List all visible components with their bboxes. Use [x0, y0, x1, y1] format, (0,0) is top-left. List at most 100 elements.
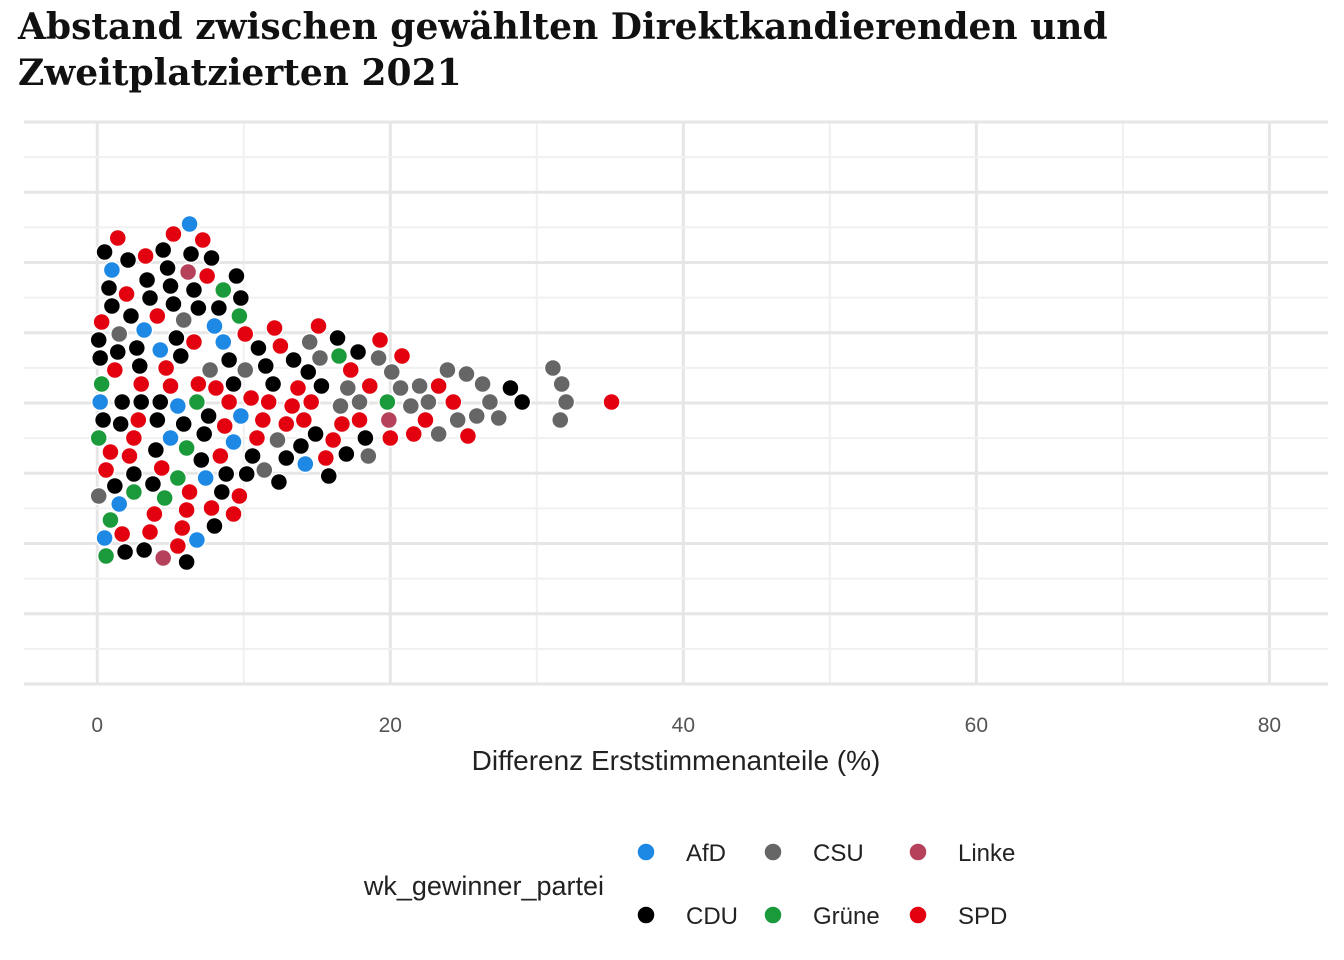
data-point-cdu: [243, 446, 262, 466]
x-tick-label: 60: [965, 714, 988, 737]
data-point-cdu: [269, 472, 289, 492]
data-point-cdu: [95, 242, 114, 262]
data-point-spd: [211, 446, 230, 466]
data-point-spd: [381, 428, 400, 448]
data-point-spd: [235, 324, 255, 344]
data-point-cdu: [205, 516, 224, 536]
data-point-grüne: [124, 482, 144, 502]
data-point-cdu: [164, 294, 183, 314]
data-point-spd: [145, 504, 164, 524]
data-point-cdu: [118, 250, 138, 270]
data-point-spd: [96, 460, 116, 480]
data-point-cdu: [167, 328, 186, 348]
data-point-afd: [134, 320, 154, 340]
grid-lines: [24, 120, 1328, 686]
data-point-cdu: [337, 444, 356, 464]
data-point-cdu: [231, 288, 251, 308]
x-tick-label: 80: [1258, 714, 1281, 737]
data-point-cdu: [171, 346, 191, 366]
data-point-grüne: [101, 510, 120, 530]
data-point-cdu: [181, 244, 201, 264]
data-point-spd: [444, 392, 463, 412]
data-point-cdu: [89, 330, 108, 350]
data-point-csu: [552, 374, 571, 394]
data-point-grüne: [187, 392, 207, 412]
data-point-spd: [189, 374, 208, 394]
x-tick-label: 40: [672, 714, 695, 737]
data-point-cdu: [153, 240, 173, 260]
data-point-cdu: [312, 376, 331, 396]
data-point-cdu: [216, 464, 236, 484]
data-point-csu: [438, 360, 457, 380]
data-point-spd: [120, 446, 139, 466]
legend-label-afd: AfD: [686, 840, 726, 867]
data-point-grüne: [89, 428, 108, 448]
data-point-spd: [215, 416, 234, 436]
data-point-csu: [300, 332, 319, 352]
data-point-spd: [350, 410, 369, 430]
data-point-spd: [124, 428, 144, 448]
data-point-cdu: [328, 328, 347, 348]
data-point-spd: [265, 318, 284, 338]
data-point-cdu: [249, 338, 268, 358]
data-point-spd: [429, 376, 448, 396]
data-point-cdu: [143, 474, 163, 494]
data-point-cdu: [256, 356, 276, 376]
data-point-afd: [95, 528, 114, 548]
data-point-afd: [151, 340, 170, 360]
data-point-csu: [556, 392, 576, 412]
x-tick-label: 0: [91, 714, 103, 737]
data-point-cdu: [99, 278, 119, 298]
data-point-cdu: [298, 362, 318, 382]
data-point-spd: [152, 458, 171, 478]
data-point-spd: [253, 410, 273, 430]
data-point-cdu: [319, 466, 339, 486]
data-point-cdu: [512, 392, 532, 412]
data-point-spd: [129, 410, 148, 430]
data-point-cdu: [112, 392, 132, 412]
data-point-csu: [410, 376, 429, 396]
data-point-cdu: [348, 342, 368, 362]
data-point-cdu: [140, 288, 160, 308]
data-point-csu: [235, 360, 255, 380]
data-point-csu: [480, 392, 500, 412]
data-point-cdu: [199, 406, 218, 426]
data-point-afd: [168, 396, 188, 416]
legend: wk_gewinner_partei AfD CSU Linke CDU Grüne SP…: [363, 840, 1016, 930]
data-points: [89, 214, 621, 572]
data-point-cdu: [137, 270, 157, 290]
data-point-spd: [202, 498, 221, 518]
data-point-afd: [231, 406, 251, 426]
data-point-spd: [197, 266, 217, 286]
data-point-cdu: [124, 464, 144, 484]
data-point-cdu: [146, 440, 166, 460]
data-point-spd: [117, 284, 136, 304]
legend-key-spd: [908, 905, 928, 925]
data-point-spd: [301, 392, 321, 412]
data-point-cdu: [111, 414, 130, 434]
legend-key-linke: [908, 842, 928, 862]
data-point-afd: [109, 494, 129, 514]
legend-label-csu: CSU: [813, 840, 864, 867]
data-point-csu: [200, 360, 220, 380]
data-point-linke: [379, 410, 399, 430]
data-point-spd: [156, 358, 176, 378]
data-point-cdu: [237, 464, 256, 484]
data-point-spd: [241, 388, 261, 408]
data-point-cdu: [263, 374, 283, 394]
data-point-cdu: [102, 296, 122, 316]
data-point-afd: [296, 454, 315, 474]
data-point-spd: [161, 376, 180, 396]
data-point-csu: [359, 446, 378, 466]
data-point-spd: [112, 524, 132, 544]
data-point-csu: [429, 424, 448, 444]
data-point-grüne: [230, 306, 249, 326]
data-point-grüne: [177, 438, 196, 458]
data-point-spd: [277, 414, 296, 434]
data-point-spd: [370, 330, 390, 350]
chart-title: Abstand zwischen gewählten Direktkandier…: [18, 6, 1108, 94]
data-point-spd: [172, 518, 192, 538]
data-point-afd: [102, 260, 122, 280]
data-point-csu: [489, 408, 508, 428]
